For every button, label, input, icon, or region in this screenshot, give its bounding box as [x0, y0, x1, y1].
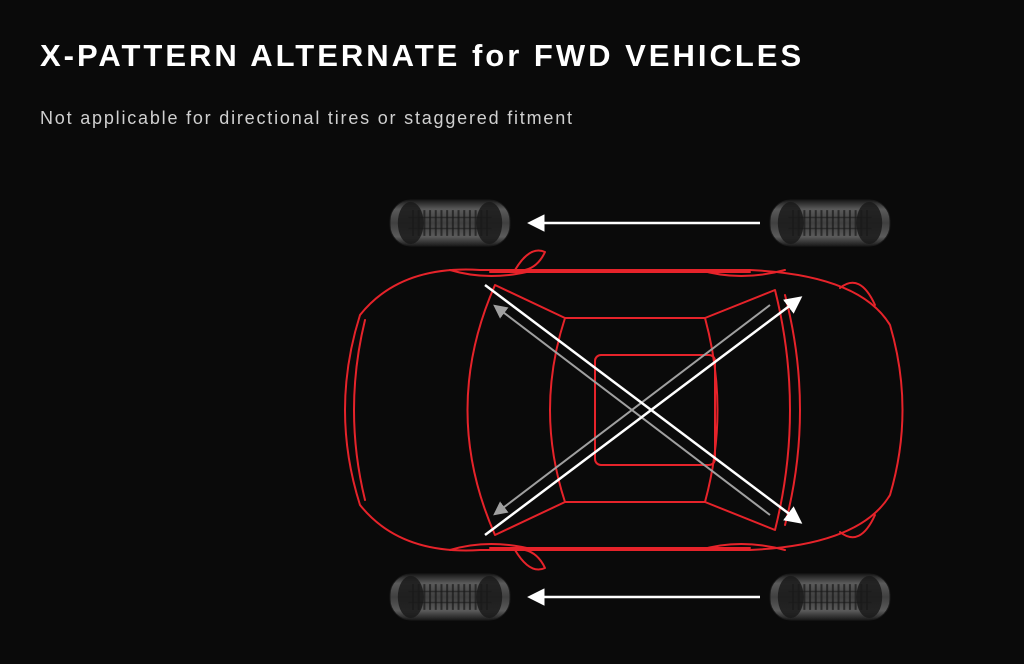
arrows-gray — [495, 305, 770, 515]
page-title: X-PATTERN ALTERNATE for FWD VEHICLES — [40, 38, 804, 74]
tire-front-right-icon — [390, 574, 510, 620]
rotation-diagram — [280, 170, 960, 650]
tire-rear-left-icon — [770, 200, 890, 246]
car-outline-icon — [345, 250, 903, 569]
tires — [390, 200, 890, 620]
arrows-white — [485, 223, 800, 597]
tire-front-left-icon — [390, 200, 510, 246]
tire-rear-right-icon — [770, 574, 890, 620]
page-subtitle: Not applicable for directional tires or … — [40, 108, 574, 129]
